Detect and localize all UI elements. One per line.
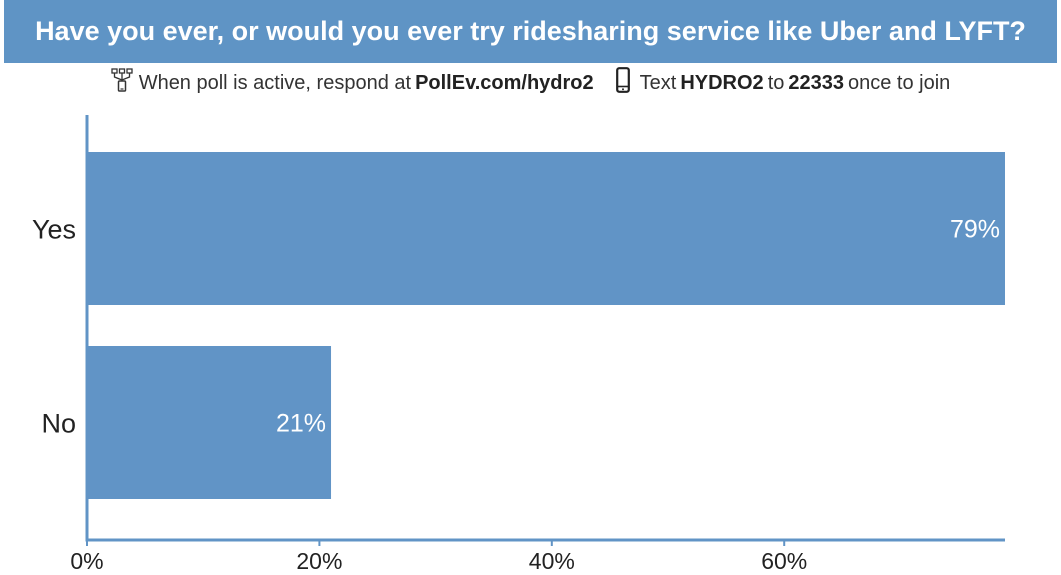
poll-question-title: Have you ever, or would you ever try rid… xyxy=(35,16,1026,46)
text-number: 22333 xyxy=(788,71,844,94)
x-tick-label: 40% xyxy=(529,548,575,574)
poll-url: PollEv.com/hydro2 xyxy=(415,71,594,94)
bar-no xyxy=(87,346,332,499)
category-label-yes: Yes xyxy=(32,215,76,245)
data-label-no: 21% xyxy=(276,410,326,438)
x-tick-label: 0% xyxy=(70,548,103,574)
mobile-phone-icon xyxy=(615,67,630,99)
data-label-yes: 79% xyxy=(950,216,1000,244)
x-tick-label: 20% xyxy=(296,548,342,574)
text-prefix: Text xyxy=(639,71,677,94)
text-suffix: once to join xyxy=(848,71,951,94)
web-response-icon xyxy=(111,68,133,98)
title-bar: Have you ever, or would you ever try rid… xyxy=(4,0,1057,63)
bar-yes xyxy=(87,152,1005,305)
x-tick-label: 60% xyxy=(761,548,807,574)
web-prefix-text: When poll is active, respond at xyxy=(138,71,412,94)
text-to: to xyxy=(767,71,785,94)
text-code: HYDRO2 xyxy=(680,71,764,94)
category-label-no: No xyxy=(41,409,76,439)
response-instructions: When poll is active, respond at PollEv.c… xyxy=(0,66,1061,100)
